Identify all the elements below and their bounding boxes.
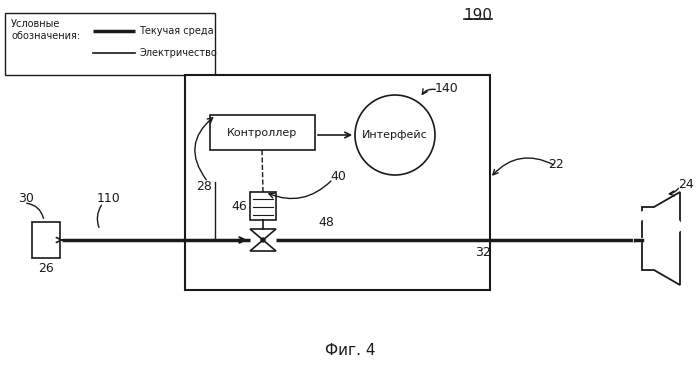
Text: 140: 140 [435, 81, 458, 94]
Circle shape [261, 238, 265, 242]
Text: 26: 26 [38, 262, 54, 275]
Text: Электричество: Электричество [139, 48, 217, 58]
Circle shape [355, 95, 435, 175]
Text: Условные
обозначения:: Условные обозначения: [11, 19, 80, 41]
FancyBboxPatch shape [250, 192, 276, 220]
FancyBboxPatch shape [32, 222, 60, 258]
Text: 48: 48 [318, 215, 334, 229]
Text: Контроллер: Контроллер [228, 128, 298, 138]
Text: 110: 110 [97, 192, 120, 205]
FancyBboxPatch shape [210, 115, 315, 150]
Polygon shape [250, 240, 276, 251]
Text: 190: 190 [463, 8, 493, 23]
FancyBboxPatch shape [5, 13, 215, 75]
Text: Фиг. 4: Фиг. 4 [325, 343, 375, 358]
Text: Текучая среда: Текучая среда [139, 26, 214, 36]
Text: 32: 32 [475, 246, 491, 259]
Text: 22: 22 [548, 158, 564, 172]
Text: 28: 28 [196, 181, 212, 194]
FancyBboxPatch shape [185, 75, 490, 290]
Polygon shape [642, 192, 680, 285]
Text: 24: 24 [678, 178, 694, 192]
Text: 30: 30 [18, 192, 34, 205]
Text: Интерфейс: Интерфейс [362, 130, 428, 140]
Text: 40: 40 [330, 171, 346, 184]
Text: 46: 46 [231, 201, 247, 213]
Polygon shape [250, 229, 276, 240]
